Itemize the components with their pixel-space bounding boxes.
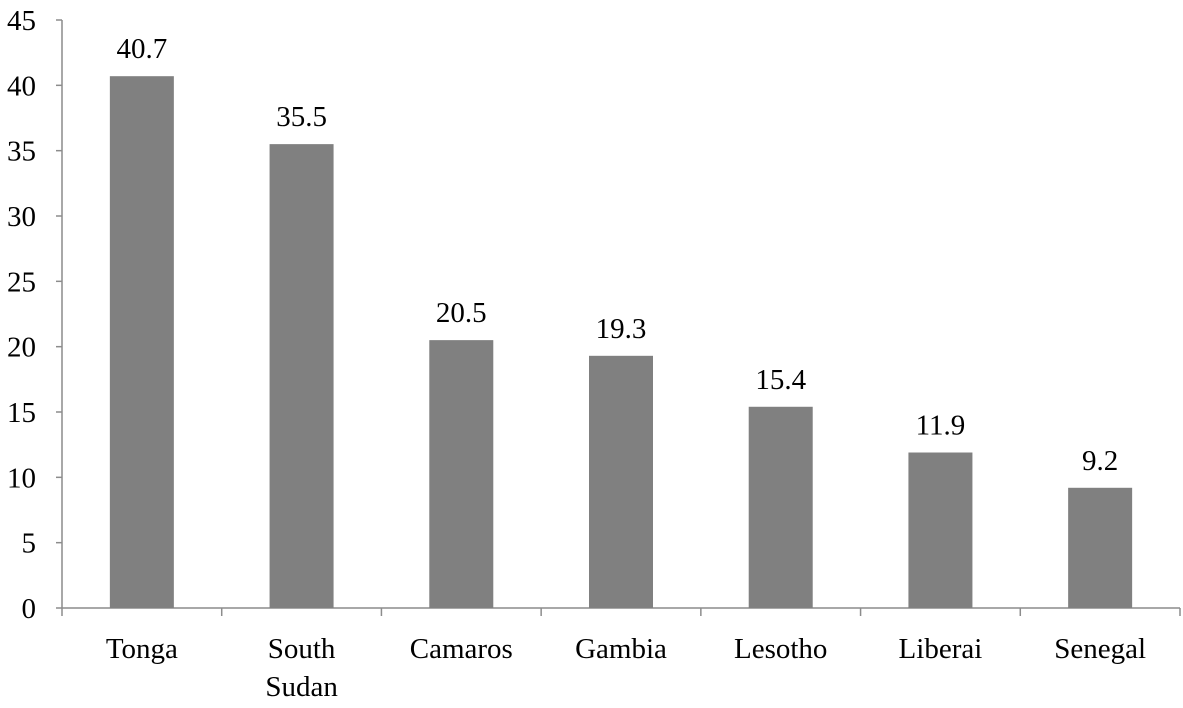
data-label: 9.2 (1082, 445, 1118, 477)
x-tick-label: Senegal (1054, 633, 1146, 665)
bar (269, 144, 334, 608)
data-labels: 40.7 35.5 20.5 19.3 15.4 11.9 9.2 (116, 33, 1118, 477)
bar (429, 340, 494, 608)
y-tick-label: 40 (7, 70, 36, 102)
bar (109, 76, 174, 609)
y-tick-label: 5 (22, 528, 37, 560)
y-tick-label: 30 (7, 201, 36, 233)
bar (908, 452, 973, 608)
x-tick-label-line: Camaros (410, 633, 513, 665)
x-tick-label-line: Tonga (106, 633, 178, 665)
data-label: 15.4 (755, 364, 806, 396)
y-tick-label: 35 (7, 136, 36, 168)
bar (1068, 487, 1133, 608)
data-label: 20.5 (436, 297, 487, 329)
y-tick-label: 20 (7, 332, 36, 364)
y-tick-label: 45 (7, 5, 36, 37)
x-tick-label-line: Liberai (899, 633, 983, 665)
x-tick-label: Camaros (410, 633, 513, 665)
x-tick-label: Gambia (575, 633, 667, 665)
y-tick-label: 0 (22, 593, 37, 625)
y-axis: 0 5 10 15 20 25 30 35 40 45 (7, 5, 63, 625)
x-tick-label-line: Lesotho (734, 633, 827, 665)
bar (748, 406, 813, 608)
y-tick-label: 15 (7, 397, 36, 429)
x-tick-label: Lesotho (734, 633, 827, 665)
data-label: 40.7 (116, 33, 167, 65)
x-axis: Tonga South Sudan Camaros Gambia Lesotho Liber… (61, 607, 1181, 703)
y-tick-label: 10 (7, 462, 36, 494)
y-tick-label: 25 (7, 266, 36, 298)
data-label: 11.9 (916, 410, 966, 442)
x-tick-label: Tonga (106, 633, 178, 665)
x-tick-label-line: South (268, 633, 336, 665)
bars (109, 76, 1133, 609)
x-tick-label: Liberai (899, 633, 983, 665)
data-label: 19.3 (596, 313, 647, 345)
x-tick-label-line: Gambia (575, 633, 667, 665)
data-label: 35.5 (276, 101, 327, 133)
x-tick-label-line: Senegal (1054, 633, 1146, 665)
x-tick-label: South Sudan (265, 633, 338, 703)
x-tick-label-line: Sudan (265, 671, 338, 703)
bar (589, 355, 653, 608)
